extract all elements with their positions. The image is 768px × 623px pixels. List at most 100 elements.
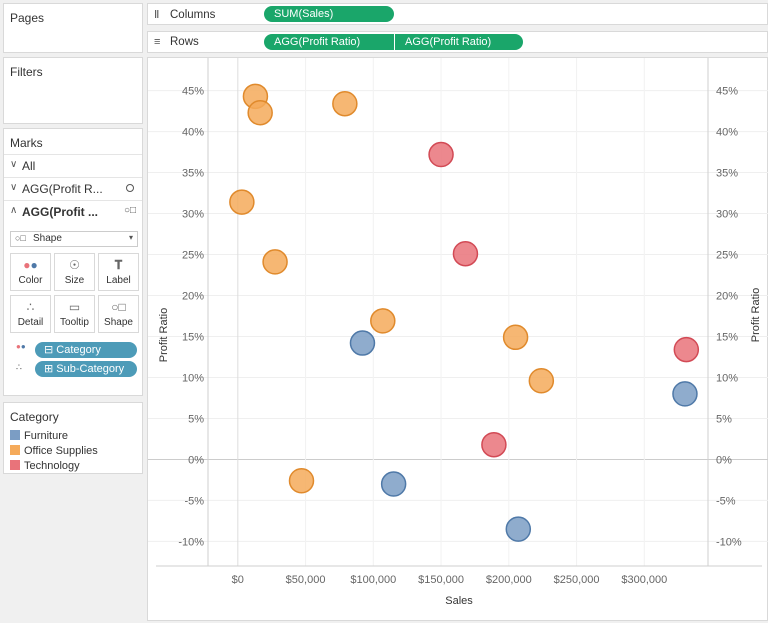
y-tick-label-right: 30% (716, 209, 738, 221)
data-point-office-supplies[interactable] (332, 90, 358, 117)
legend-label: Office Supplies (24, 445, 98, 457)
label-icon: 𝐓 (114, 258, 123, 272)
legend-item-office-supplies[interactable]: Office Supplies (10, 445, 98, 457)
size-icon: ☉ (69, 258, 80, 272)
shape-icon: ○□ (15, 233, 26, 243)
detail-button[interactable]: ∴ Detail (10, 295, 51, 333)
data-point-furniture[interactable] (672, 381, 698, 407)
data-point-office-supplies[interactable] (288, 468, 315, 494)
y-tick-label: 0% (188, 454, 204, 466)
rows-shelf-label: ≡ Rows (154, 36, 199, 48)
y-axis-title: Profit Ratio (158, 308, 170, 362)
columns-shelf-label: Ⅱ Columns (154, 8, 215, 21)
y-tick-label-right: 40% (716, 127, 738, 139)
filters-title: Filters (10, 65, 43, 79)
x-tick-label: $100,000 (350, 574, 396, 586)
y-tick-label-right: 25% (716, 250, 738, 262)
expand-icon: ⊟ (44, 344, 57, 356)
y-tick-label-right: -5% (716, 495, 736, 507)
x-tick-label: $250,000 (554, 574, 600, 586)
marks-panel: Marks ∨ All ∨ AGG(Profit R... ∧ AGG(Prof… (3, 128, 143, 396)
shape-icon: ○□ (111, 300, 126, 314)
shape-button[interactable]: ○□ Shape (98, 295, 139, 333)
y-tick-label-right: 0% (716, 454, 732, 466)
y-tick-label: 5% (188, 413, 204, 425)
color-icon: ●● (16, 342, 26, 351)
size-button[interactable]: ☉ Size (54, 253, 95, 291)
color-icon: ●● (23, 258, 38, 272)
y-tick-label-right: 15% (716, 331, 738, 343)
label-button[interactable]: 𝐓 Label (98, 253, 139, 291)
sub-category-pill-label: Sub-Category (56, 363, 125, 375)
y-tick-label-right: 20% (716, 291, 738, 303)
rows-icon: ≡ (154, 36, 161, 48)
marks-row-all[interactable]: ∨ All (4, 154, 142, 177)
marks-row-profit-ratio-shape[interactable]: ∧ AGG(Profit ... ○□ (4, 200, 142, 223)
marks-row-label: All (22, 159, 36, 173)
data-point-technology[interactable] (481, 431, 507, 458)
legend-item-technology[interactable]: Technology (10, 460, 80, 472)
data-point-office-supplies[interactable] (502, 324, 529, 351)
expand-icon: ⊞ (44, 363, 57, 375)
data-point-office-supplies[interactable] (370, 308, 396, 334)
y-tick-label: 10% (182, 372, 204, 384)
legend-swatch (10, 430, 20, 440)
profit-ratio-pill-2[interactable]: AGG(Profit Ratio) (395, 34, 523, 50)
pages-title: Pages (10, 11, 45, 25)
chevron-up-icon: ∧ (10, 205, 18, 216)
data-point-office-supplies[interactable] (229, 189, 255, 215)
rows-shelf[interactable]: ≡ Rows AGG(Profit Ratio) AGG(Profit Ratio… (147, 31, 768, 53)
x-tick-label: $0 (232, 574, 244, 586)
legend-label: Furniture (24, 430, 69, 442)
y-tick-label: 45% (182, 86, 204, 98)
mark-type-select[interactable]: ○□ Shape ▾ (10, 231, 138, 247)
y-tick-label-right: 45% (716, 86, 738, 98)
y-tick-label-right: 35% (716, 168, 738, 180)
marks-title: Marks (10, 136, 43, 150)
columns-label-text: Columns (170, 9, 216, 21)
label-button-label: Label (106, 275, 131, 286)
circle-mark-icon (126, 184, 134, 192)
color-button-label: Color (18, 275, 43, 286)
data-point-technology[interactable] (452, 240, 479, 267)
marks-row-label: AGG(Profit ... (22, 205, 98, 219)
legend-title: Category (10, 410, 59, 424)
y-tick-label: 40% (182, 127, 204, 139)
detail-icon: ∴ (26, 300, 35, 314)
columns-shelf[interactable]: Ⅱ Columns SUM(Sales) (147, 3, 768, 25)
y-tick-label: 20% (182, 291, 204, 303)
y-tick-label: -5% (184, 495, 204, 507)
columns-icon: Ⅱ (154, 9, 160, 21)
scatter-chart: 45% 45% 40% 40% 35% 35% 30% 30% 25% 25% 20% 20% 15% 1… (148, 58, 768, 607)
legend-item-furniture[interactable]: Furniture (10, 430, 68, 442)
chart-panel: 45% 45% 40% 40% 35% 35% 30% 30% 25% 25% 20% 20% 15% 1… (147, 57, 768, 621)
y-tick-label: 35% (182, 168, 204, 180)
data-point-office-supplies[interactable] (247, 99, 273, 126)
data-point-office-supplies[interactable] (262, 249, 288, 275)
category-pill-label: Category (56, 344, 101, 356)
shape-button-label: Shape (104, 317, 133, 328)
y-tick-label-right: -10% (716, 536, 742, 548)
data-point-technology[interactable] (428, 141, 454, 168)
y-tick-label: 30% (182, 209, 204, 221)
color-button[interactable]: ●● Color (10, 253, 51, 291)
marks-row-profit-ratio-circle[interactable]: ∨ AGG(Profit R... (4, 177, 142, 200)
sub-category-pill[interactable]: ⊞ Sub-Category (35, 361, 137, 377)
y-tick-label-right: 10% (716, 372, 738, 384)
profit-ratio-pill-1[interactable]: AGG(Profit Ratio) (264, 34, 394, 50)
data-point-furniture[interactable] (349, 330, 376, 356)
category-legend: Category Furniture Office Supplies Techn… (3, 402, 143, 474)
tooltip-button[interactable]: ▭ Tooltip (54, 295, 95, 333)
x-axis-title: Sales (445, 595, 473, 607)
legend-swatch (10, 445, 20, 455)
data-point-technology[interactable] (673, 336, 700, 363)
category-pill[interactable]: ⊟ Category (35, 342, 137, 358)
x-tick-label: $300,000 (621, 574, 667, 586)
data-point-office-supplies[interactable] (528, 368, 555, 394)
data-point-furniture[interactable] (380, 471, 407, 497)
data-point-furniture[interactable] (505, 516, 532, 542)
marks-row-label: AGG(Profit R... (22, 182, 103, 196)
sum-sales-pill[interactable]: SUM(Sales) (264, 6, 394, 22)
tooltip-button-label: Tooltip (60, 317, 89, 328)
x-tick-label: $200,000 (486, 574, 532, 586)
